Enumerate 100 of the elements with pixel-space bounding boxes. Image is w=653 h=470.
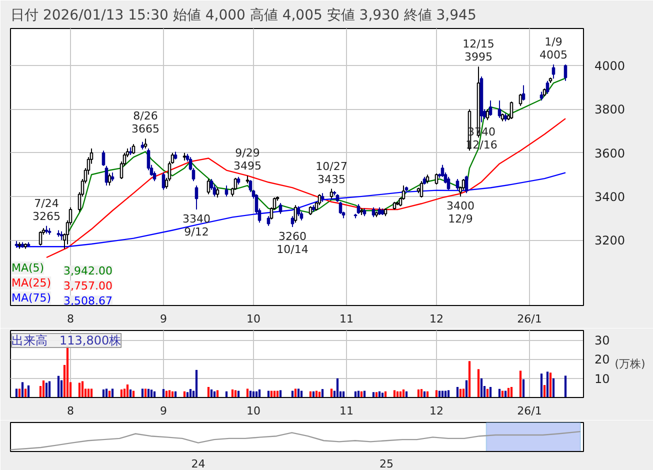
bar [420, 389, 423, 398]
bar [336, 378, 339, 398]
bar [162, 389, 165, 398]
bar [90, 388, 93, 398]
candlestick [522, 84, 526, 101]
y-tick-label: 30 [594, 334, 610, 348]
annotation: 10/27 3435 [316, 160, 348, 186]
candlestick [356, 204, 360, 214]
candlestick [456, 178, 460, 190]
bar [18, 388, 21, 398]
annotation: 3400 12/9 [446, 199, 475, 226]
bar [519, 370, 522, 398]
candlestick [194, 185, 198, 210]
bar [168, 390, 171, 398]
x-tick-label: 26/1 [517, 312, 542, 326]
bar [42, 380, 45, 398]
bar [24, 388, 27, 398]
candlestick [144, 138, 148, 149]
bar [48, 381, 51, 398]
bar [321, 389, 324, 398]
x-tick-label: 10 [246, 404, 260, 418]
bar [564, 376, 567, 398]
candlestick [372, 206, 376, 218]
bar [60, 380, 63, 398]
candlestick [330, 188, 334, 200]
bar [123, 388, 126, 398]
annotation: 3,757.00 [64, 280, 112, 292]
candlestick [104, 165, 108, 186]
candlestick [132, 144, 136, 154]
candlestick [338, 201, 342, 214]
candlestick [420, 180, 424, 198]
bar [45, 382, 48, 398]
bar [87, 388, 90, 398]
y-tick-label: 20 [594, 352, 610, 367]
candlestick [434, 173, 438, 185]
bar [549, 372, 552, 398]
bar [543, 385, 546, 398]
x-tick-label: 26/1 [517, 404, 542, 418]
bar [27, 385, 30, 398]
series-label: MA(25) [12, 276, 52, 290]
candlestick [498, 100, 502, 118]
annotation: 12/15 3995 [462, 38, 494, 64]
bar [465, 380, 468, 398]
candlestick [486, 108, 490, 121]
y-tick-label: 3200 [594, 234, 626, 248]
bar [57, 376, 60, 398]
y-tick-label: 10 [594, 372, 610, 386]
x-tick-label: 8 [67, 404, 74, 418]
bar [552, 378, 555, 398]
bar [141, 388, 144, 398]
bar [546, 372, 549, 398]
bar [447, 390, 450, 398]
candlestick [290, 216, 294, 228]
candlestick [38, 230, 42, 246]
bar [207, 386, 210, 398]
bar [330, 388, 333, 398]
x-tick-label: 24 [191, 458, 206, 470]
bar [216, 390, 219, 398]
candlestick [446, 176, 450, 190]
bar [468, 361, 471, 398]
candlestick [266, 216, 270, 226]
annotation: 7/24 3265 [32, 196, 61, 223]
y-tick-label: 3800 [594, 102, 626, 117]
bar [477, 369, 480, 398]
annotation: 1/9 4005 [540, 35, 568, 62]
bar [78, 382, 81, 398]
x-tick-label: 25 [380, 458, 394, 470]
x-tick-label: 10 [246, 312, 260, 326]
chart-title: 日付 2026/01/13 15:30 始値 4,000 高値 4,005 安値 3,930 終値 3,945 [10, 8, 476, 24]
annotation: 9/29 3495 [234, 146, 262, 173]
y-axis-title: (万株) [614, 358, 646, 370]
bar [105, 388, 108, 398]
bar [456, 386, 459, 398]
x-tick-label: 12 [430, 404, 444, 418]
candlestick [224, 185, 228, 197]
bar [126, 384, 129, 398]
bar [279, 390, 282, 398]
bar [66, 346, 69, 398]
candlestick [102, 150, 106, 166]
bar [144, 388, 147, 398]
candlestick [552, 64, 556, 80]
candlestick [278, 202, 282, 214]
bar [435, 390, 438, 398]
candlestick [510, 101, 514, 120]
bar [510, 386, 513, 398]
bar [393, 390, 396, 398]
bar [21, 382, 24, 398]
y-tick-label: 3400 [594, 190, 626, 204]
text: MA(75) [12, 292, 52, 304]
candlestick [206, 178, 210, 195]
candlestick [108, 173, 112, 186]
bar [381, 392, 384, 398]
candlestick [216, 187, 220, 198]
bar [150, 390, 153, 398]
candlestick [488, 100, 492, 116]
annotation: 3,942.00 [64, 264, 112, 278]
x-tick-label: 11 [340, 312, 354, 326]
bar [111, 388, 114, 398]
bar [15, 388, 18, 398]
bar [540, 374, 543, 398]
